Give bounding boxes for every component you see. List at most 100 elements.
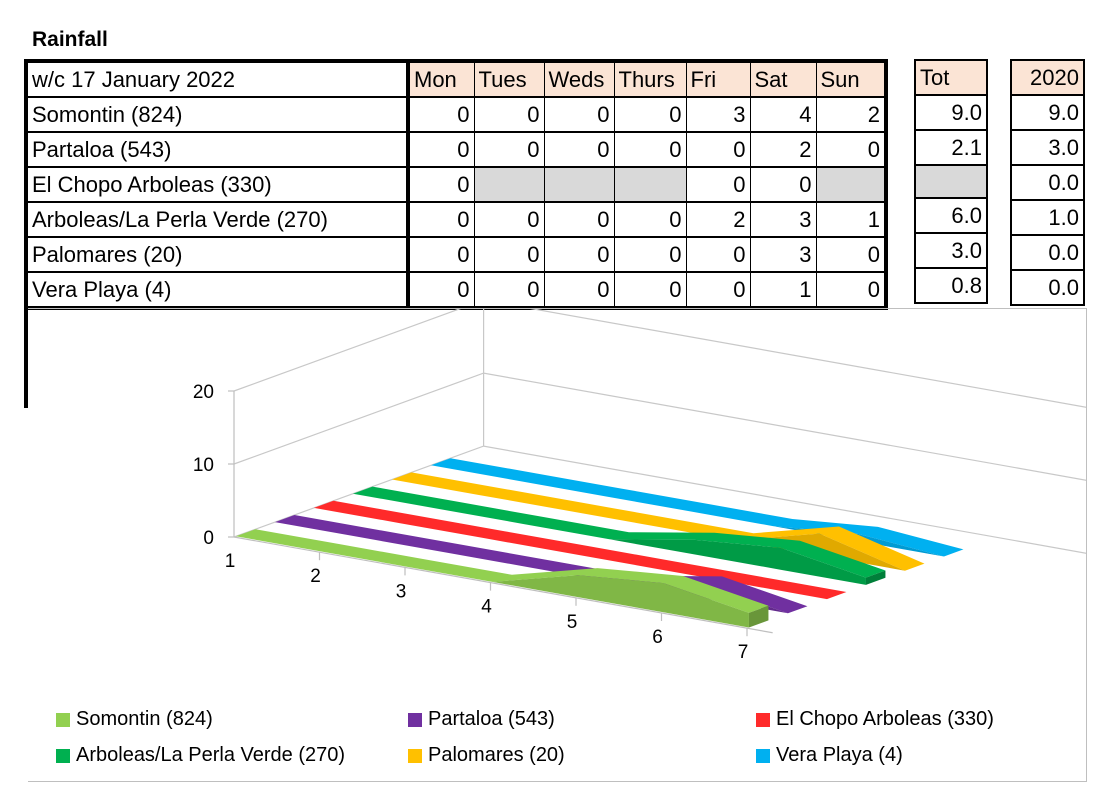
- x-tick-label: 5: [567, 612, 578, 633]
- tot-row: 6.0: [915, 198, 987, 234]
- legend-item: Somontin (824): [56, 708, 213, 731]
- table-row: Arboleas/La Perla Verde (270) 0 0 0 0 2 3 1: [26, 202, 887, 238]
- legend-item: Palomares (20): [408, 744, 565, 767]
- legend-swatch: [56, 712, 70, 727]
- legend-item: Vera Playa (4): [756, 744, 903, 767]
- rain-cell: 0: [816, 237, 887, 273]
- legend-label: Partaloa (543): [428, 708, 555, 730]
- rain-cell: 0: [544, 97, 615, 133]
- station-name: Arboleas/La Perla Verde (270): [26, 202, 410, 238]
- rain-cell: 1: [816, 202, 887, 238]
- tot-header-row: Tot: [915, 59, 987, 96]
- station-name: Palomares (20): [26, 237, 410, 273]
- rain-cell: 3: [750, 202, 817, 238]
- rain-cell: 0: [614, 202, 687, 238]
- rain-cell: 0: [408, 272, 475, 309]
- header-row: w/c 17 January 2022 Mon Tues Weds Thurs Fri Sa…: [26, 61, 887, 98]
- rain-cell: 0: [544, 272, 615, 309]
- year-cell: 0.0: [1011, 235, 1084, 271]
- rain-cell: 0: [474, 202, 545, 238]
- rain-cell: 0: [686, 167, 751, 203]
- x-tick-label: 7: [738, 642, 749, 663]
- day-header: Mon: [408, 61, 475, 98]
- tot-row: 9.0: [915, 95, 987, 131]
- tot-row: 2.1: [915, 130, 987, 166]
- table-row: Somontin (824) 0 0 0 0 3 4 2: [26, 97, 887, 133]
- day-header: Tues: [474, 61, 545, 98]
- chart-canvas: 0 10 20 1 2 3 4 5 6 7: [193, 309, 1086, 663]
- rain-cell: 0: [544, 202, 615, 238]
- year-cell: 9.0: [1011, 95, 1084, 131]
- rain-cell: [544, 167, 615, 203]
- year-row: 1.0: [1011, 200, 1084, 236]
- series-top-3: [352, 486, 886, 578]
- year-row: 3.0: [1011, 130, 1084, 166]
- rain-cell: 0: [408, 97, 475, 133]
- table-row: El Chopo Arboleas (330) 0 0 0: [26, 167, 887, 203]
- series-end-3: [865, 570, 886, 585]
- day-header: Weds: [544, 61, 615, 98]
- series-top-5: [430, 458, 964, 557]
- rain-cell: 0: [474, 132, 545, 168]
- year-cell: 3.0: [1011, 130, 1084, 166]
- rain-cell: 0: [686, 132, 751, 168]
- legend-item: Arboleas/La Perla Verde (270): [56, 744, 345, 767]
- x-axis-line: [233, 536, 773, 634]
- rain-cell: 0: [614, 97, 687, 133]
- gridline: [233, 309, 1086, 408]
- legend-label: Arboleas/La Perla Verde (270): [76, 744, 346, 766]
- tot-cell: 0.8: [915, 268, 987, 304]
- year-2020-column: 2020 9.0 3.0 0.0 1.0 0.0 0.0: [1010, 59, 1085, 306]
- x-tick-label: 3: [396, 581, 407, 602]
- tot-cell: 3.0: [915, 233, 987, 269]
- x-tick-label: 2: [310, 566, 321, 587]
- rain-cell: 0: [686, 272, 751, 309]
- y-tick-label: 10: [193, 455, 214, 476]
- legend-swatch: [756, 712, 770, 727]
- legend-swatch: [756, 748, 770, 763]
- year-header: 2020: [1011, 59, 1084, 96]
- total-column: Tot 9.0 2.1 6.0 3.0 0.8: [914, 59, 988, 304]
- rain-cell: 0: [408, 202, 475, 238]
- day-header: Thurs: [614, 61, 687, 98]
- year-header-row: 2020: [1011, 59, 1084, 96]
- year-cell: 1.0: [1011, 200, 1084, 236]
- y-tick-label: 20: [193, 382, 214, 403]
- legend-label: Palomares (20): [428, 744, 565, 766]
- rain-cell: 4: [750, 97, 817, 133]
- rain-cell: 0: [544, 237, 615, 273]
- day-header: Sat: [750, 61, 817, 98]
- table-row: Vera Playa (4) 0 0 0 0 0 1 0: [26, 272, 887, 309]
- year-cell: 0.0: [1011, 165, 1084, 201]
- series-top-2: [313, 500, 847, 600]
- legend-label: Vera Playa (4): [776, 744, 903, 766]
- rain-cell: 0: [614, 272, 687, 309]
- week-label: w/c 17 January 2022: [26, 61, 410, 98]
- rain-cell: 3: [686, 97, 751, 133]
- tot-row: [915, 165, 987, 199]
- rain-cell: 0: [816, 132, 887, 168]
- page-title: Rainfall: [32, 28, 108, 51]
- rain-cell: 0: [408, 132, 475, 168]
- tot-cell: 9.0: [915, 95, 987, 131]
- rain-cell: 1: [750, 272, 817, 309]
- legend-label: El Chopo Arboleas (330): [776, 708, 994, 730]
- legend-swatch: [408, 712, 422, 727]
- rain-cell: 0: [474, 237, 545, 273]
- rain-cell: 3: [750, 237, 817, 273]
- table-row: Partaloa (543) 0 0 0 0 0 2 0: [26, 132, 887, 168]
- rain-cell: 0: [474, 272, 545, 309]
- x-tick-label: 4: [481, 597, 492, 618]
- rain-cell: [614, 167, 687, 203]
- tot-row: 3.0: [915, 233, 987, 269]
- legend-swatch: [408, 748, 422, 763]
- rain-cell: 0: [686, 237, 751, 273]
- year-row: 0.0: [1011, 165, 1084, 201]
- series-end-0: [748, 605, 769, 628]
- tot-cell: 2.1: [915, 130, 987, 166]
- series-top-0: [235, 529, 769, 613]
- station-name: El Chopo Arboleas (330): [26, 167, 410, 203]
- legend-swatch: [56, 748, 70, 763]
- rain-cell: [474, 167, 545, 203]
- rain-cell: [816, 167, 887, 203]
